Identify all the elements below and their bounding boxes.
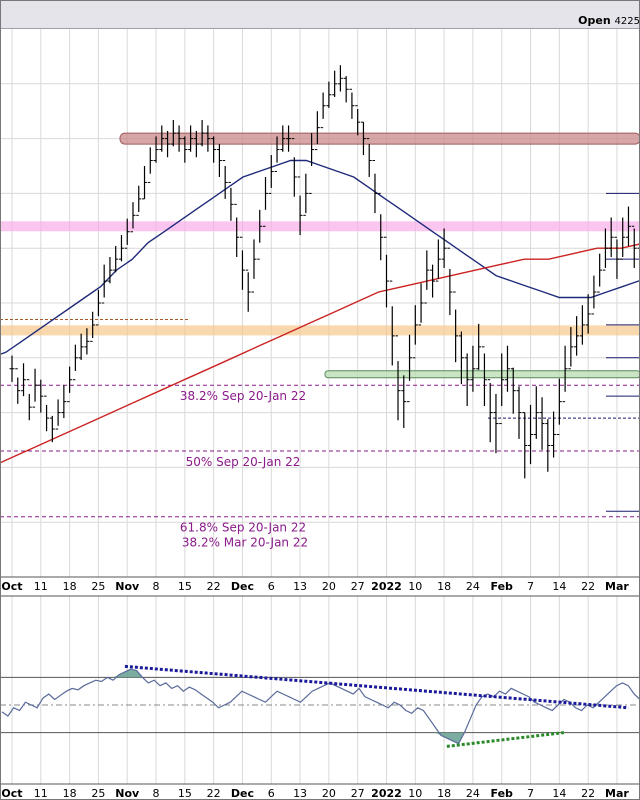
fib-level-label: 50% Sep 20-Jan 22 bbox=[186, 455, 301, 469]
ma-long-line bbox=[0, 243, 640, 464]
chart-header: Open 4225 bbox=[0, 0, 640, 29]
x-tick-label: 15 bbox=[178, 580, 192, 593]
green-zone bbox=[324, 370, 640, 379]
x-tick-label: 14 bbox=[552, 787, 566, 800]
x-tick-label: Mar bbox=[605, 787, 629, 800]
fib-level-label: 38.2% Sep 20-Jan 22 bbox=[180, 389, 306, 403]
pink-zone bbox=[0, 221, 640, 232]
x-tick-label: 14 bbox=[552, 580, 566, 593]
x-tick-label: 6 bbox=[268, 580, 275, 593]
x-tick-label: 15 bbox=[178, 787, 192, 800]
x-tick-label: 20 bbox=[322, 787, 336, 800]
x-tick-label: 18 bbox=[437, 787, 451, 800]
x-tick-label: 13 bbox=[293, 580, 307, 593]
x-tick-label: 22 bbox=[207, 787, 221, 800]
x-tick-label: 10 bbox=[408, 787, 422, 800]
x-tick-label: 25 bbox=[91, 787, 105, 800]
rsi-oversold-fill bbox=[435, 732, 465, 744]
rsi-overbought-fill bbox=[113, 669, 143, 678]
x-tick-label: Feb bbox=[491, 580, 514, 593]
x-tick-label: 2022 bbox=[371, 580, 402, 593]
x-tick-label: 10 bbox=[408, 580, 422, 593]
x-tick-label: 18 bbox=[63, 787, 77, 800]
x-tick-label: Nov bbox=[115, 580, 140, 593]
x-tick-label: Feb bbox=[491, 787, 514, 800]
x-tick-label: 27 bbox=[351, 580, 365, 593]
x-axis-main-bg bbox=[0, 577, 640, 596]
rsi-panel-bg bbox=[0, 596, 640, 784]
x-tick-label: 25 bbox=[91, 580, 105, 593]
fib-level-label-2: 38.2% Mar 20-Jan 22 bbox=[182, 536, 308, 550]
x-axis-rsi-bg bbox=[0, 784, 640, 800]
x-tick-label: 18 bbox=[437, 580, 451, 593]
ma-short-line bbox=[0, 159, 640, 356]
x-tick-label: 27 bbox=[351, 787, 365, 800]
x-tick-label: 7 bbox=[527, 580, 534, 593]
x-tick-label: Dec bbox=[231, 580, 254, 593]
x-tick-label: 2022 bbox=[371, 787, 402, 800]
orange-zone bbox=[0, 325, 640, 336]
x-tick-label: 11 bbox=[34, 580, 48, 593]
fib-level-label: 61.8% Sep 20-Jan 22 bbox=[180, 521, 306, 535]
x-tick-label: 20 bbox=[322, 580, 336, 593]
open-value: 4225 bbox=[614, 16, 640, 27]
rsi-resistance-trendline bbox=[124, 664, 629, 710]
x-tick-label: 13 bbox=[293, 787, 307, 800]
x-tick-label: 18 bbox=[63, 580, 77, 593]
x-tick-label: Oct bbox=[1, 787, 22, 800]
x-tick-label: Nov bbox=[115, 787, 140, 800]
x-tick-label: 6 bbox=[268, 787, 275, 800]
open-label: Open bbox=[578, 14, 611, 27]
x-tick-label: 11 bbox=[34, 787, 48, 800]
open-readout: Open 4225 bbox=[578, 14, 640, 27]
x-tick-label: 22 bbox=[581, 787, 595, 800]
x-tick-label: Oct bbox=[1, 580, 22, 593]
x-tick-label: 24 bbox=[466, 787, 480, 800]
x-tick-label: 22 bbox=[581, 580, 595, 593]
price-bars bbox=[9, 65, 640, 479]
x-tick-label: 8 bbox=[153, 787, 160, 800]
x-tick-label: Dec bbox=[231, 787, 254, 800]
x-tick-label: 24 bbox=[466, 580, 480, 593]
x-tick-label: 7 bbox=[527, 787, 534, 800]
x-tick-label: 8 bbox=[153, 580, 160, 593]
resistance-zone bbox=[119, 132, 640, 145]
x-tick-label: Mar bbox=[605, 580, 629, 593]
x-tick-label: 22 bbox=[207, 580, 221, 593]
